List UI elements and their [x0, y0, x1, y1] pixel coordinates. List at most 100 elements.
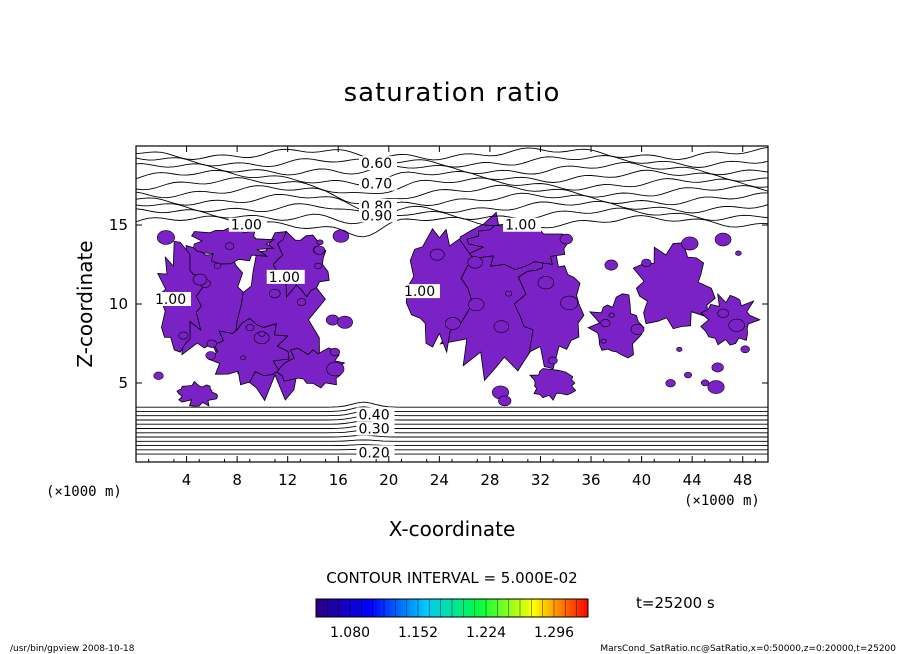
- colorbar-tick-label: 1.296: [534, 625, 574, 641]
- contour-label: 1.00: [231, 218, 262, 234]
- footer-left: /usr/bin/gpview 2008-10-18: [10, 644, 135, 654]
- contour-line: [136, 146, 768, 161]
- x-axis-unit-right: (×1000 m): [684, 493, 760, 509]
- shaded-cell: [560, 295, 579, 311]
- contour-label: 1.00: [155, 292, 186, 308]
- shaded-cell: [240, 355, 247, 361]
- contour-label: 1.00: [505, 218, 536, 234]
- shaded-region: [632, 242, 716, 330]
- shaded-cell: [325, 314, 340, 326]
- contour-line: [136, 177, 768, 195]
- x-tick-label: 28: [480, 471, 499, 489]
- contour-label: 0.60: [361, 156, 392, 172]
- shaded-cell: [548, 356, 558, 365]
- shaded-cell: [336, 315, 353, 329]
- contour-label: 0.40: [358, 407, 389, 423]
- shaded-cell: [213, 262, 222, 269]
- contour-label-bg: [152, 292, 191, 306]
- shaded-cell: [559, 233, 573, 245]
- contour-lines: [136, 146, 768, 455]
- shaded-cell: [178, 331, 189, 340]
- shaded-cell: [717, 308, 729, 319]
- contour-line: [136, 406, 768, 412]
- shaded-cell: [735, 250, 742, 256]
- footer-right: MarsCond_SatRatio.nc@SatRatio,x=0:50000,…: [600, 644, 896, 654]
- shaded-cell: [498, 395, 512, 407]
- shaded-region: [529, 368, 577, 401]
- shaded-cell: [268, 288, 281, 299]
- shaded-cell: [714, 232, 732, 247]
- x-tick-label: 12: [278, 471, 297, 489]
- contour-line: [136, 420, 768, 425]
- shaded-cell: [700, 379, 710, 387]
- contour-label-bg: [401, 284, 440, 299]
- shaded-region: [700, 292, 761, 346]
- contour-label: 1.00: [404, 284, 435, 300]
- plot-area: 0.600.700.800.901.00 1.001.001.00 1.000.40…: [136, 146, 768, 461]
- contour-line: [136, 434, 768, 438]
- shaded-cell: [600, 319, 611, 328]
- contour-line: [136, 415, 768, 421]
- y-tick-label: 10: [109, 295, 128, 313]
- contour-line: [136, 169, 768, 186]
- contour-label-bg: [228, 217, 267, 232]
- shaded-cell: [630, 323, 645, 335]
- shaded-region: [176, 380, 219, 407]
- shaded-cell: [728, 318, 745, 332]
- x-tick-label: 4: [182, 471, 192, 489]
- shaded-cell: [604, 259, 618, 271]
- x-tick-label: 48: [733, 471, 752, 489]
- shaded-cell: [153, 371, 164, 380]
- colorbar-frame: [315, 598, 589, 618]
- shaded-cell: [329, 347, 340, 357]
- shaded-cell: [316, 239, 324, 246]
- shaded-cell: [429, 248, 445, 261]
- x-tick-label: 16: [329, 471, 348, 489]
- contour-labels: 0.600.700.800.901.00 1.001.001.00 1.000.40…: [152, 156, 542, 461]
- shaded-cell: [206, 339, 217, 348]
- contour-label: 0.30: [358, 422, 389, 438]
- contour-line: [136, 200, 768, 215]
- supersaturation-shaded-regions: [153, 211, 761, 407]
- shaded-region: [513, 237, 585, 370]
- contour-label: 0.20: [358, 445, 389, 461]
- y-tick-label: 15: [109, 216, 128, 234]
- shaded-cell: [156, 230, 175, 245]
- x-tick-label: 40: [632, 471, 651, 489]
- x-axis-label: X-coordinate: [389, 517, 516, 541]
- shaded-cell: [600, 338, 607, 344]
- contour-label-bg: [356, 445, 395, 460]
- shaded-cell: [505, 290, 513, 297]
- contour-line: [136, 425, 768, 429]
- contour-line: [136, 192, 768, 212]
- shaded-cell: [493, 320, 510, 333]
- contour-line: [136, 411, 768, 417]
- contour-label: 1.00: [269, 270, 300, 286]
- shaded-cell: [665, 379, 676, 388]
- chart-title: saturation ratio: [344, 78, 561, 108]
- contour-label-bg: [266, 269, 305, 284]
- x-tick-label: 44: [683, 471, 702, 489]
- x-tick-label: 32: [531, 471, 550, 489]
- shaded-cell: [681, 236, 699, 251]
- shaded-cell: [608, 312, 615, 318]
- x-tick-label: 36: [581, 471, 600, 489]
- contour-label-bg: [358, 156, 397, 171]
- y-axis-ticks: 5 10 15: [109, 216, 768, 392]
- shaded-cell: [684, 371, 693, 379]
- x-axis-unit-left: (×1000 m): [46, 484, 122, 500]
- x-axis-ticks: 4 8 12 16 20 24 28 32 36 40 44 48: [148, 146, 756, 489]
- y-axis-label: Z-coordinate: [73, 240, 97, 367]
- shaded-cell: [711, 362, 724, 373]
- shaded-cell: [192, 273, 208, 286]
- contour-line: [136, 207, 768, 225]
- contour-line: [136, 444, 768, 447]
- shaded-cell: [205, 351, 217, 360]
- x-tick-label: 8: [232, 471, 242, 489]
- shaded-cell: [740, 345, 750, 354]
- shaded-cell: [444, 317, 461, 330]
- x-tick-label: 24: [430, 471, 449, 489]
- shaded-cell: [467, 256, 483, 269]
- y-tick-label: 5: [118, 374, 128, 392]
